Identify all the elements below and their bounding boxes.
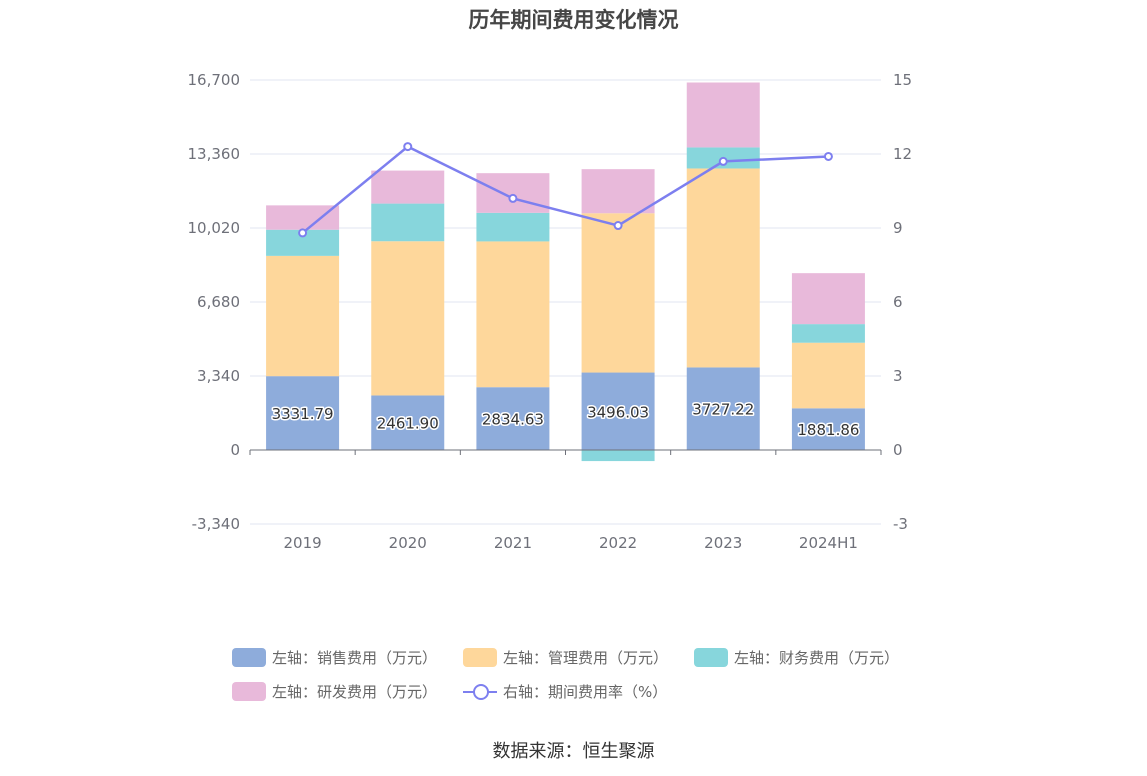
legend-label: 左轴：财务费用（万元） — [734, 648, 900, 667]
legend-label: 右轴：期间费用率（%） — [503, 682, 668, 701]
y-right-tick-label: 12 — [893, 145, 912, 163]
bar-segment — [266, 376, 340, 450]
bar-segment — [266, 205, 340, 230]
rate-point — [403, 142, 413, 152]
bar-segment — [476, 387, 550, 450]
bar-segment — [791, 408, 865, 450]
bar-segment — [371, 241, 445, 396]
bar-segment — [791, 273, 865, 325]
bar-segment — [581, 372, 655, 450]
y-right-tick-label: 0 — [893, 441, 903, 459]
bar-segment — [581, 213, 655, 373]
legend-line-marker-icon — [463, 682, 498, 701]
data-label: 1881.86 — [797, 421, 859, 439]
x-tick-label: 2020 — [389, 534, 427, 552]
bar-segment — [476, 241, 550, 388]
y-right-tick-label: -3 — [893, 515, 908, 533]
y-right-tick-label: 15 — [893, 71, 912, 89]
bar-segment — [581, 169, 655, 214]
x-tick-label: 2021 — [494, 534, 532, 552]
x-tick-label: 2022 — [599, 534, 637, 552]
bar-segment — [581, 450, 655, 462]
y-left-tick-label: -3,340 — [192, 515, 240, 533]
bar-segment — [686, 168, 760, 368]
chart-title: 历年期间费用变化情况 — [468, 8, 679, 32]
legend-swatch-icon — [694, 647, 729, 667]
legend-item[interactable]: 左轴：管理费用（万元） — [463, 647, 668, 668]
bar-segment — [371, 395, 445, 450]
legend-swatch-icon — [232, 681, 266, 701]
rate-point — [508, 193, 518, 203]
y-left-tick-label: 0 — [230, 441, 240, 459]
rate-line — [301, 145, 829, 234]
bar-segment — [371, 203, 445, 242]
rate-point — [718, 156, 728, 166]
chart-area: 16,700 15 13,360 12 10,020 9 6,680 6 3,340 3 0 0 -3,… — [188, 71, 913, 552]
legend-swatch-icon — [463, 647, 498, 667]
x-tick-label: 2023 — [704, 534, 742, 552]
rate-point — [823, 151, 833, 161]
bar-segment — [476, 212, 550, 242]
data-label: 3331.79 — [272, 405, 334, 423]
y-left-tick-label: 3,340 — [197, 367, 240, 385]
legend-item[interactable]: 右轴：期间费用率（%） — [463, 681, 667, 702]
x-tick-label: 2019 — [283, 534, 321, 552]
legend-row: 左轴：研发费用（万元） 右轴：期间费用率（%） — [232, 674, 952, 708]
bar-segment — [791, 342, 865, 409]
data-label: 2461.90 — [377, 415, 439, 433]
legend-label: 左轴：研发费用（万元） — [272, 682, 438, 701]
legend-label: 左轴：管理费用（万元） — [503, 648, 669, 667]
bar-segment — [476, 173, 550, 213]
y-left-tick-label: 16,700 — [188, 71, 241, 89]
legend-item[interactable]: 左轴：财务费用（万元） — [694, 647, 899, 668]
bar-segment — [791, 324, 865, 343]
y-left-tick-label: 6,680 — [197, 293, 240, 311]
x-tick-label: 2024H1 — [799, 534, 858, 552]
data-label: 2834.63 — [482, 411, 544, 429]
rate-point — [613, 221, 623, 231]
legend-label: 左轴：销售费用（万元） — [272, 648, 438, 667]
bar-segment — [686, 367, 760, 450]
bar-segment — [371, 170, 445, 204]
y-left-tick-label: 13,360 — [188, 145, 241, 163]
data-source-note: 数据来源：恒生聚源 — [492, 741, 655, 762]
legend: 左轴：销售费用（万元） 左轴：管理费用（万元） 左轴：财务费用（万元） 左轴：研发费用… — [232, 640, 952, 708]
bar-segment — [266, 255, 340, 377]
bar-segment — [686, 82, 760, 148]
legend-row: 左轴：销售费用（万元） 左轴：管理费用（万元） 左轴：财务费用（万元） — [232, 640, 952, 674]
y-right-tick-label: 3 — [893, 367, 903, 385]
y-right-tick-label: 6 — [893, 293, 903, 311]
legend-item[interactable]: 左轴：研发费用（万元） — [232, 681, 437, 702]
rate-point — [298, 228, 308, 238]
legend-swatch-icon — [232, 647, 266, 667]
y-left-tick-label: 10,020 — [188, 219, 241, 237]
legend-item[interactable]: 左轴：销售费用（万元） — [232, 647, 437, 668]
y-right-tick-label: 9 — [893, 219, 903, 237]
data-label: 3496.03 — [587, 403, 649, 421]
data-label: 3727.22 — [692, 401, 754, 419]
